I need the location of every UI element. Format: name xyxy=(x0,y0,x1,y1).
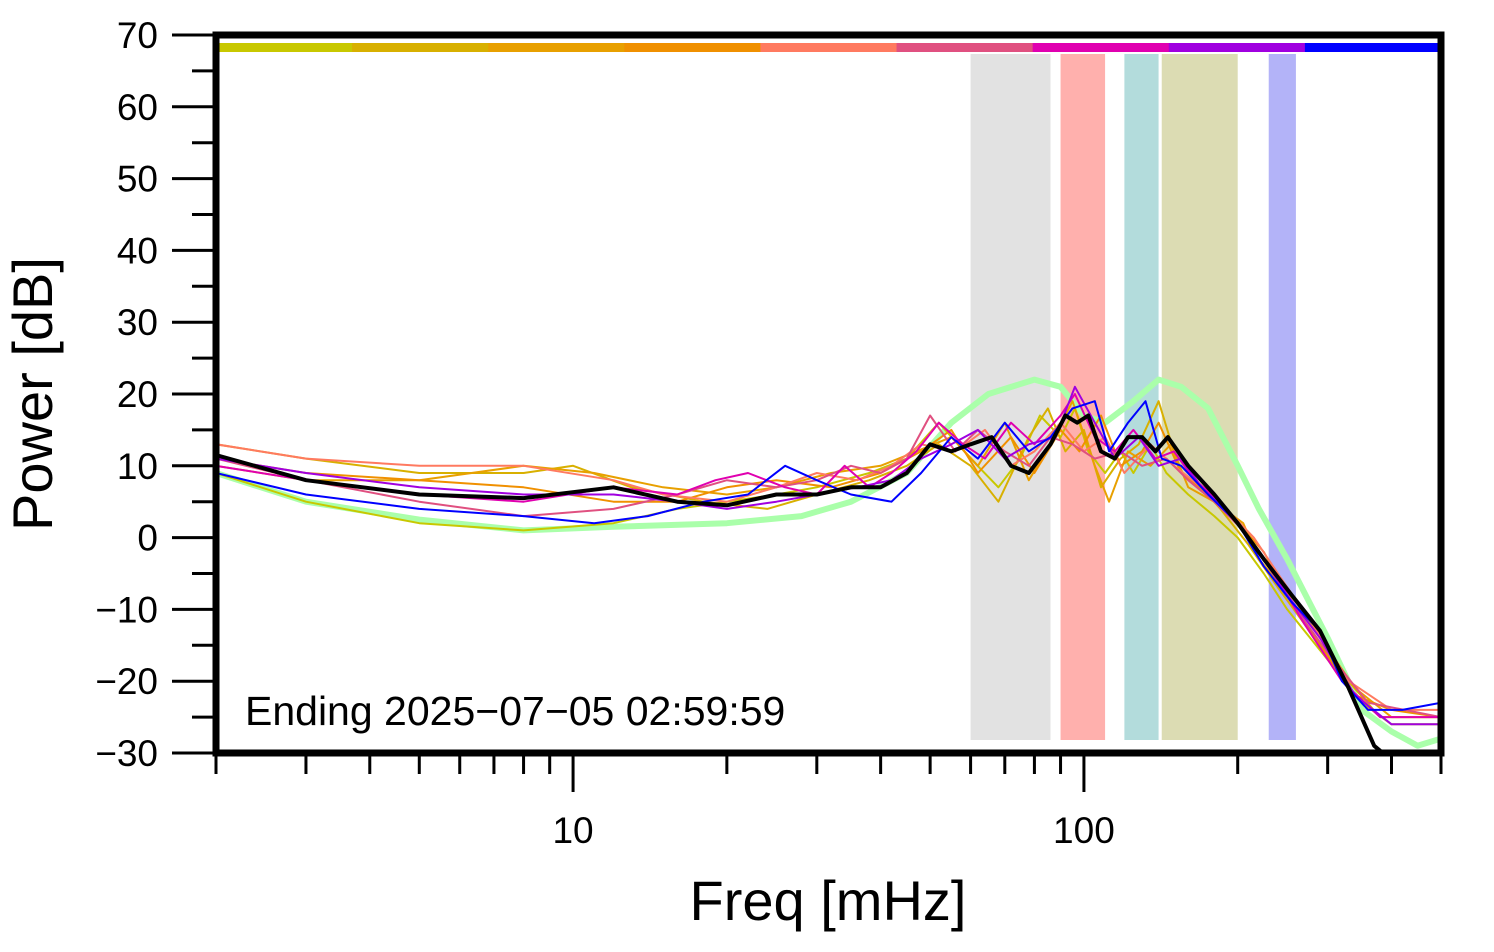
series-line-11 xyxy=(216,413,1386,753)
color-bar-segment-7 xyxy=(1032,43,1170,52)
y-tick-label: −10 xyxy=(95,589,158,630)
color-bar-segment-1 xyxy=(216,43,353,52)
plot-frame xyxy=(212,31,1445,757)
y-axis-ticks: −30 −20 −10 0 10 20 30 40 50 60 70 xyxy=(95,15,216,774)
series-line-6 xyxy=(216,421,1441,711)
x-axis-ticks: 10 100 xyxy=(214,753,1443,851)
y-tick-label: 40 xyxy=(117,230,158,271)
series-lines xyxy=(216,376,1441,753)
y-tick-label: 50 xyxy=(117,159,158,200)
y-axis-label: Power [dB] xyxy=(1,257,64,531)
y-tick-label: 60 xyxy=(117,87,158,128)
series-line-5 xyxy=(216,414,1441,719)
frequency-band-4 xyxy=(1161,54,1238,740)
ending-annotation: Ending 2025−07−05 02:59:59 xyxy=(245,688,785,734)
color-bar-segment-5 xyxy=(760,43,898,52)
color-bar-segment-4 xyxy=(624,43,761,52)
color-bar-segment-2 xyxy=(352,43,489,52)
x-axis-label: Freq [mHz] xyxy=(690,869,967,932)
color-bar-segment-3 xyxy=(488,43,625,52)
frequency-bands xyxy=(970,54,1296,740)
series-line-2 xyxy=(216,407,1441,726)
y-tick-label: −20 xyxy=(95,661,158,702)
color-bar-segment-6 xyxy=(896,43,1034,52)
series-line-10 xyxy=(216,400,1441,711)
y-tick-label: 30 xyxy=(117,302,158,343)
x-tick-label: 10 xyxy=(552,810,593,851)
frequency-band-5 xyxy=(1268,54,1296,740)
y-tick-label: 0 xyxy=(137,518,158,559)
top-color-bar xyxy=(216,43,1442,52)
series-line-3 xyxy=(216,400,1441,719)
color-bar-segment-8 xyxy=(1168,43,1306,52)
y-tick-label: 70 xyxy=(117,15,158,56)
y-tick-label: 10 xyxy=(117,446,158,487)
series-line-7 xyxy=(216,414,1441,719)
y-tick-label: −30 xyxy=(95,733,158,774)
y-tick-label: 20 xyxy=(117,374,158,415)
x-tick-label: 100 xyxy=(1053,810,1115,851)
color-bar-segment-9 xyxy=(1304,43,1442,52)
